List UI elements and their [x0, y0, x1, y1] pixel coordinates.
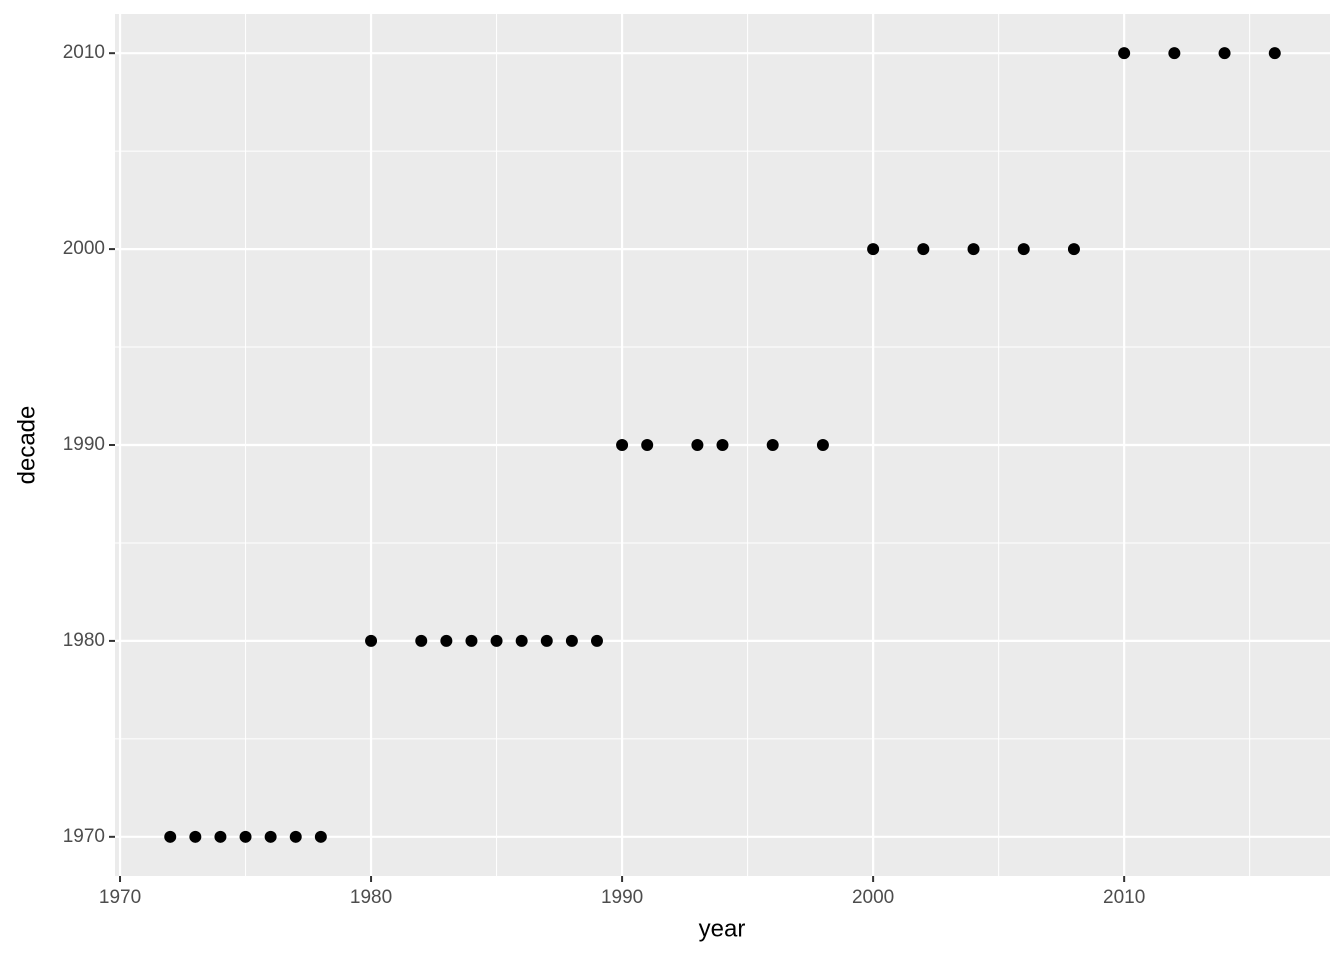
y-tick-label: 1970: [63, 826, 105, 847]
point: [691, 439, 704, 451]
point: [1067, 243, 1080, 256]
point: [214, 830, 227, 843]
point: [1218, 47, 1231, 60]
point: [1118, 47, 1131, 60]
point: [465, 634, 478, 647]
x-tick-label: 2000: [852, 887, 894, 908]
x-tick-label: 1970: [99, 887, 141, 908]
y-tick-label: 1990: [63, 434, 105, 455]
point: [490, 634, 503, 647]
point: [515, 634, 528, 647]
x-tick-label: 2010: [1103, 887, 1145, 908]
point: [1268, 47, 1281, 60]
point: [565, 634, 578, 647]
point: [716, 439, 729, 451]
y-axis-title: decade: [13, 406, 40, 485]
point: [967, 243, 980, 256]
point: [816, 439, 829, 451]
point: [415, 634, 428, 647]
point: [440, 634, 453, 647]
point: [314, 830, 327, 843]
point: [189, 830, 202, 843]
point: [540, 634, 553, 647]
point: [365, 634, 378, 647]
y-tick-label: 2010: [63, 42, 105, 63]
point: [239, 830, 252, 843]
point: [289, 830, 302, 843]
point: [590, 634, 603, 647]
point: [917, 243, 930, 256]
point: [766, 439, 779, 451]
point: [641, 439, 654, 451]
point: [1017, 243, 1030, 256]
x-tick-label: 1980: [350, 887, 392, 908]
point: [264, 830, 277, 843]
y-tick-label: 2000: [63, 238, 105, 259]
y-tick-label: 1980: [63, 630, 105, 651]
point: [616, 439, 629, 451]
point: [164, 830, 177, 843]
point: [1168, 47, 1181, 60]
x-axis-title: year: [699, 915, 746, 942]
point: [867, 243, 880, 256]
x-tick-label: 1990: [601, 887, 643, 908]
